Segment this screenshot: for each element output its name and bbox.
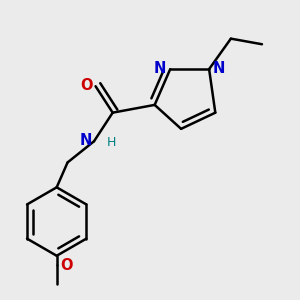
- Text: O: O: [60, 258, 73, 273]
- Text: N: N: [80, 133, 92, 148]
- Text: H: H: [106, 136, 116, 149]
- Text: N: N: [154, 61, 167, 76]
- Text: N: N: [213, 61, 225, 76]
- Text: O: O: [80, 78, 92, 93]
